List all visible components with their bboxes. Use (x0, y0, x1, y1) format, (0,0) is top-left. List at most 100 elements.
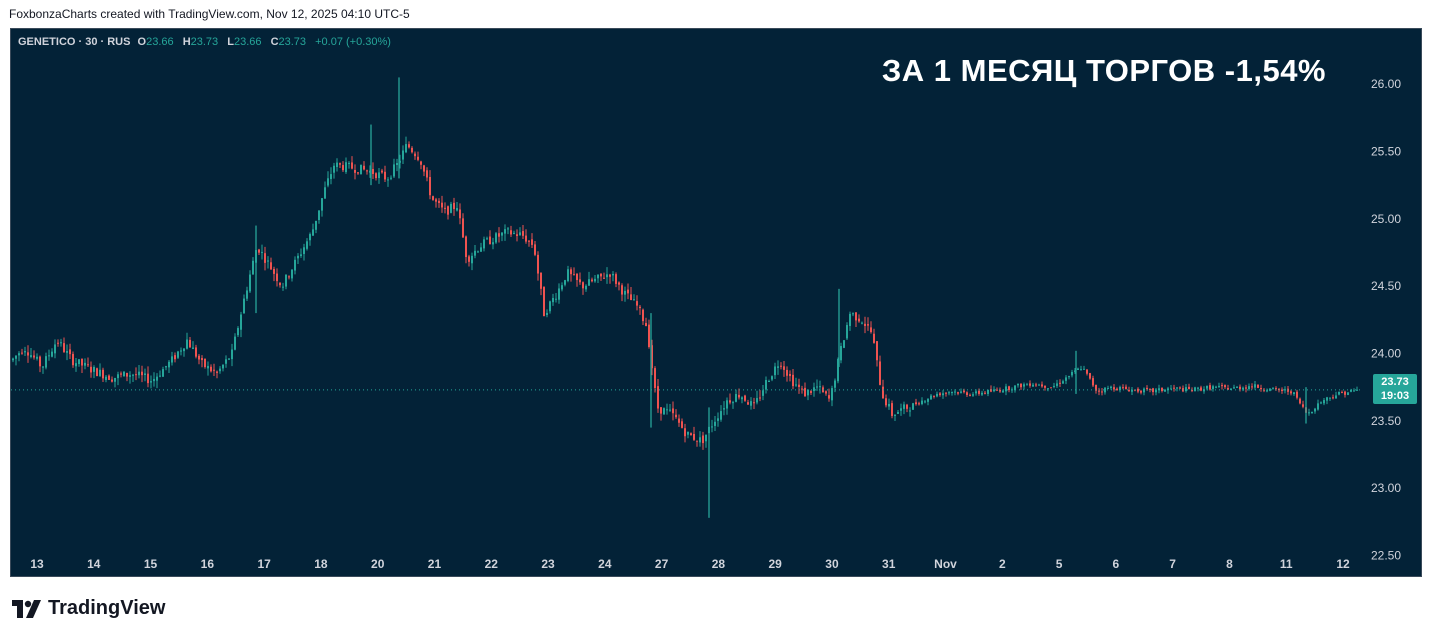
candle-body (744, 395, 746, 401)
candle-body (1002, 390, 1004, 393)
candle-body (909, 410, 911, 412)
candle-body (417, 156, 419, 160)
candle-body (117, 374, 119, 379)
candle-body (405, 144, 407, 153)
candle-body (339, 163, 341, 165)
symbol-label[interactable]: GENETICO · 30 · RUS (18, 36, 131, 48)
candle-body (387, 179, 389, 181)
candle-body (105, 376, 107, 380)
candle-body (594, 278, 596, 282)
candle-body (1050, 387, 1052, 389)
candle-body (810, 391, 812, 393)
candle-body (522, 231, 524, 236)
candle-body (603, 277, 605, 279)
candle-body (1095, 384, 1097, 391)
candle-body (1281, 389, 1283, 392)
candle-body (573, 274, 575, 276)
candle-body (39, 356, 41, 367)
candle-body (1119, 386, 1121, 391)
candle-body (783, 366, 785, 370)
candle-body (288, 276, 290, 278)
candle-body (207, 365, 209, 369)
candle-body (1110, 386, 1112, 389)
candle-body (1149, 388, 1151, 390)
change-value: +0.07 (+0.30%) (315, 36, 391, 48)
candle-body (1131, 389, 1133, 392)
candle-body (252, 260, 254, 275)
candle-body (936, 393, 938, 397)
candle-body (1257, 384, 1259, 388)
candle-body (801, 388, 803, 390)
candle-body (1041, 384, 1043, 387)
candle-body (933, 395, 935, 397)
candle-body (1218, 385, 1220, 387)
y-tick-label: 26.00 (1371, 77, 1401, 91)
candle-body (732, 402, 734, 404)
candle-body (150, 381, 152, 383)
candle-body (267, 260, 269, 262)
candle-body (795, 384, 797, 386)
x-tick-label: 12 (1336, 557, 1350, 571)
candle-body (1242, 387, 1244, 390)
candle-body (60, 342, 62, 344)
candle-body (504, 229, 506, 234)
candle-body (426, 170, 428, 178)
chart-panel[interactable]: 26.00 25.50 25.00 24.50 24.00 23.50 23.00 22.50… (10, 28, 1422, 577)
candle-body (993, 389, 995, 392)
candle-body (642, 309, 644, 322)
candle-body (1113, 387, 1115, 390)
candle-body (342, 165, 344, 171)
candle-body (423, 165, 425, 172)
candle-body (1074, 370, 1076, 372)
candle-body (672, 408, 674, 414)
candle-body (81, 358, 83, 366)
candle-body (927, 399, 929, 402)
candle-body (1137, 388, 1139, 392)
candle-body (309, 234, 311, 241)
candle-body (1314, 408, 1316, 412)
candle-body (363, 165, 365, 170)
candle-body (750, 401, 752, 406)
candle-body (738, 394, 740, 398)
candle-body (69, 349, 71, 355)
candle-body (102, 369, 104, 379)
candle-body (501, 232, 503, 236)
candle-body (132, 374, 134, 376)
candle-body (90, 366, 92, 373)
candle-body (216, 371, 218, 373)
candle-body (366, 170, 368, 172)
candle-body (357, 172, 359, 174)
candle-body (774, 366, 776, 376)
candle-body (1215, 386, 1217, 388)
candle-body (1224, 385, 1226, 388)
candle-body (1008, 386, 1010, 391)
candle-body (897, 412, 899, 414)
y-tick-label: 24.00 (1371, 347, 1401, 361)
candle-body (699, 437, 701, 443)
x-tick-label: 20 (371, 557, 385, 571)
candle-body (969, 394, 971, 396)
candle-body (621, 285, 623, 295)
candle-body (78, 359, 80, 365)
candle-body (375, 173, 377, 179)
candle-body (1323, 400, 1325, 404)
x-tick-label: 11 (1280, 557, 1293, 571)
brand-footer[interactable]: TradingView (12, 597, 165, 620)
candle-body (465, 236, 467, 258)
candle-body (666, 409, 668, 411)
candle-body (1044, 385, 1046, 388)
candlestick-chart[interactable]: 26.00 25.50 25.00 24.50 24.00 23.50 23.00 22.50… (11, 29, 1422, 577)
candle-body (189, 339, 191, 348)
x-tick-label: 28 (712, 557, 726, 571)
candle-body (351, 162, 353, 169)
candle-body (519, 232, 521, 235)
candle-body (588, 279, 590, 286)
candle-body (1080, 369, 1082, 371)
candle-body (1221, 385, 1223, 387)
candle-body (873, 333, 875, 343)
candle-body (600, 273, 602, 277)
open-value: 23.66 (146, 36, 174, 48)
candle-body (327, 178, 329, 186)
candle-body (669, 409, 671, 411)
candle-body (354, 170, 356, 173)
